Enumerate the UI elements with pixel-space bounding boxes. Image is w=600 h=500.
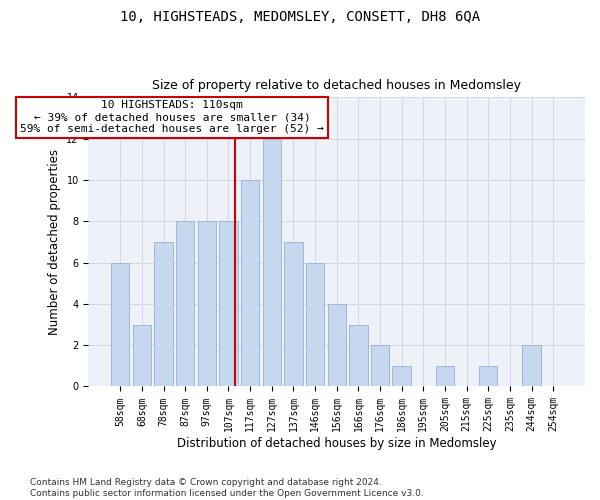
Bar (197, 221, 216, 386)
Bar (154, 242, 173, 386)
Text: Contains HM Land Registry data © Crown copyright and database right 2024.
Contai: Contains HM Land Registry data © Crown c… (30, 478, 424, 498)
Bar (263, 138, 281, 386)
Bar (436, 366, 454, 386)
Bar (284, 242, 302, 386)
Bar (523, 345, 541, 387)
Bar (306, 262, 324, 386)
Bar (392, 366, 411, 386)
Bar (111, 262, 130, 386)
X-axis label: Distribution of detached houses by size in Medomsley: Distribution of detached houses by size … (177, 437, 497, 450)
Text: 10 HIGHSTEADS: 110sqm
← 39% of detached houses are smaller (34)
59% of semi-deta: 10 HIGHSTEADS: 110sqm ← 39% of detached … (20, 100, 324, 134)
Bar (176, 221, 194, 386)
Bar (479, 366, 497, 386)
Bar (219, 221, 238, 386)
Bar (349, 324, 368, 386)
Bar (133, 324, 151, 386)
Bar (328, 304, 346, 386)
Y-axis label: Number of detached properties: Number of detached properties (48, 149, 61, 335)
Title: Size of property relative to detached houses in Medomsley: Size of property relative to detached ho… (152, 79, 521, 92)
Text: 10, HIGHSTEADS, MEDOMSLEY, CONSETT, DH8 6QA: 10, HIGHSTEADS, MEDOMSLEY, CONSETT, DH8 … (120, 10, 480, 24)
Bar (241, 180, 259, 386)
Bar (371, 345, 389, 387)
